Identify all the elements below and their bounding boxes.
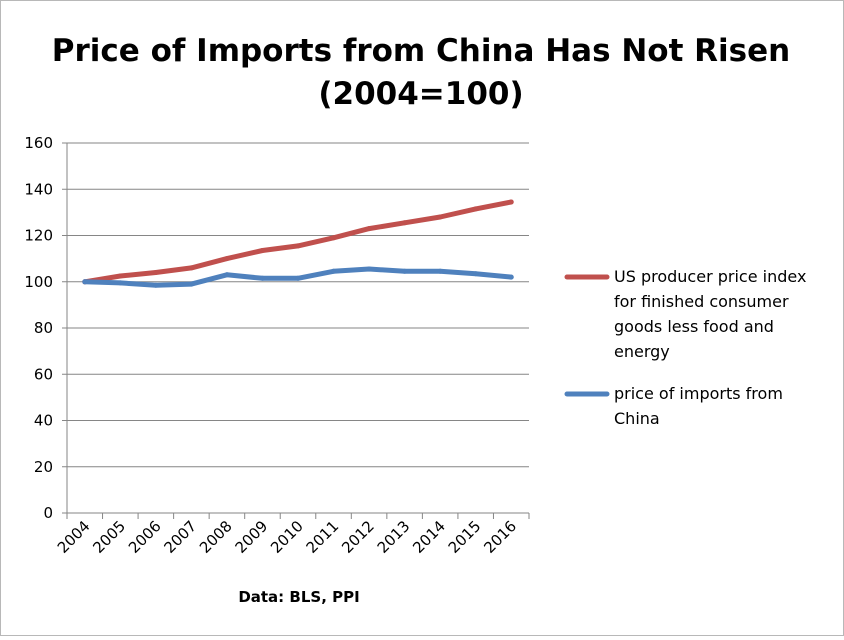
legend-entry-label: energy — [614, 342, 670, 361]
y-tick-label: 20 — [34, 458, 53, 476]
legend: US producer price index for finished cons… — [564, 267, 806, 428]
data-point — [508, 274, 514, 280]
data-point — [402, 220, 408, 226]
axes: 0204060801001201401602004200520062007200… — [24, 134, 530, 557]
data-point — [366, 226, 372, 232]
chart-title-line-1: Price of Imports from China Has Not Rise… — [52, 33, 790, 69]
x-tick-label: 2009 — [232, 517, 272, 557]
data-point — [508, 199, 514, 205]
x-tick-label: 2006 — [125, 517, 165, 557]
data-point — [188, 265, 194, 271]
chart-title-line-2: (2004=100) — [318, 76, 523, 112]
x-tick-label: 2015 — [445, 517, 485, 557]
x-axis-label: Data: BLS, PPI — [238, 588, 359, 606]
y-tick-label: 80 — [34, 319, 53, 337]
x-tick-label: 2011 — [303, 517, 343, 557]
data-point — [224, 256, 230, 262]
x-tick-label: 2014 — [409, 517, 449, 557]
x-tick-label: 2016 — [480, 517, 520, 557]
data-point — [260, 275, 265, 281]
data-point — [153, 270, 159, 275]
legend-entry-label: goods less food and — [614, 317, 774, 336]
y-tick-label: 40 — [34, 412, 53, 430]
data-point — [188, 281, 194, 287]
data-point — [82, 279, 88, 285]
legend-entry-label: China — [614, 409, 660, 428]
data-point — [295, 243, 301, 249]
data-point — [117, 280, 123, 286]
data-point — [473, 206, 479, 212]
data-point — [331, 268, 336, 274]
data-point — [437, 268, 443, 274]
data-point — [437, 214, 443, 220]
legend-entry-label: for finished consumer — [614, 292, 789, 311]
data-point — [260, 248, 265, 253]
data-point — [295, 275, 301, 281]
x-tick-label: 2013 — [374, 517, 414, 557]
y-tick-label: 100 — [24, 273, 53, 291]
data-point — [366, 266, 372, 272]
data-point — [224, 272, 230, 278]
legend-entry-label: US producer price index — [614, 267, 806, 286]
x-tick-label: 2012 — [338, 517, 378, 557]
y-tick-label: 160 — [24, 134, 53, 152]
gridlines — [67, 142, 529, 468]
chart-title: Price of Imports from China Has Not Rise… — [52, 33, 790, 112]
series-lines — [82, 199, 514, 288]
y-tick-label: 0 — [43, 504, 53, 522]
y-tick-label: 120 — [24, 227, 53, 245]
data-point — [331, 235, 336, 241]
data-point — [473, 271, 479, 277]
x-tick-label: 2004 — [54, 517, 94, 557]
data-point — [402, 268, 408, 274]
legend-entry-label: price of imports from — [614, 384, 783, 403]
y-tick-label: 60 — [34, 365, 53, 383]
x-tick-label: 2005 — [89, 517, 129, 557]
x-tick-label: 2010 — [267, 517, 307, 557]
data-point — [117, 273, 123, 279]
x-tick-label: 2007 — [160, 517, 200, 557]
data-point — [153, 282, 159, 288]
x-tick-label: 2008 — [196, 517, 236, 557]
y-tick-label: 140 — [24, 180, 53, 198]
